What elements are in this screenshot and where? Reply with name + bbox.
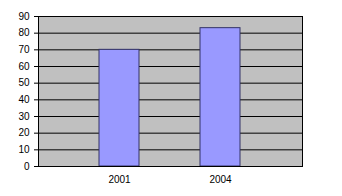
svg-text:30: 30: [18, 111, 30, 122]
svg-text:80: 80: [18, 27, 30, 38]
svg-text:2004: 2004: [209, 174, 232, 185]
svg-text:50: 50: [18, 77, 30, 88]
svg-text:70: 70: [18, 44, 30, 55]
svg-text:10: 10: [18, 144, 30, 155]
svg-text:90: 90: [18, 11, 30, 22]
svg-text:60: 60: [18, 61, 30, 72]
svg-text:2001: 2001: [108, 174, 131, 185]
svg-text:20: 20: [18, 127, 30, 138]
svg-text:0: 0: [24, 161, 30, 172]
svg-text:40: 40: [18, 94, 30, 105]
